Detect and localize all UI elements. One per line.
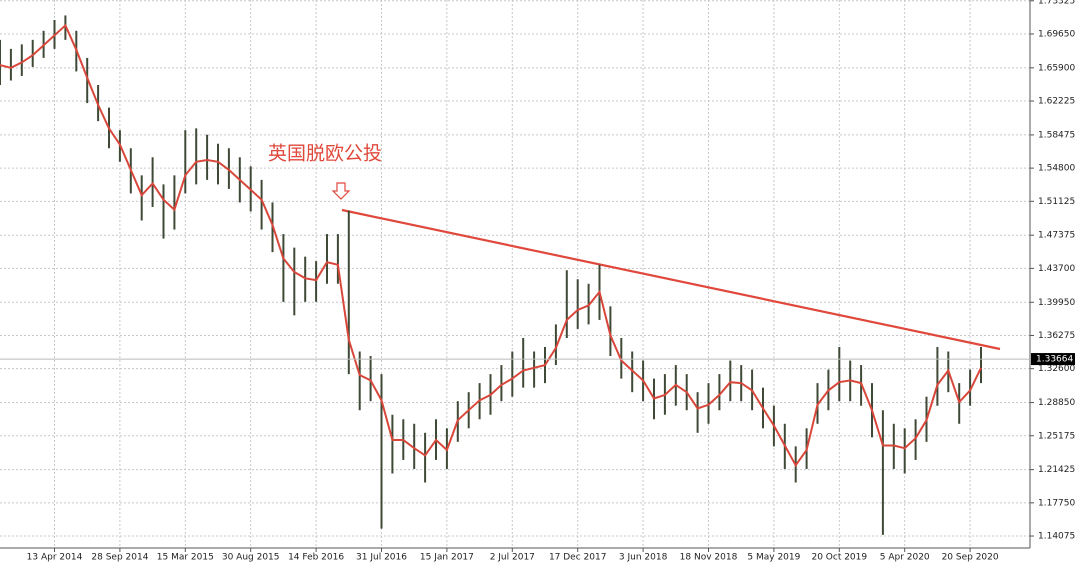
- current-price-label: 1.33664: [1036, 355, 1073, 365]
- x-tick-label: 28 Sep 2014: [91, 553, 148, 563]
- x-tick-label: 18 Nov 2018: [680, 553, 738, 563]
- y-tick-label: 1.21425: [1038, 465, 1075, 475]
- y-tick-label: 1.32600: [1038, 364, 1075, 374]
- y-tick-label: 1.51125: [1038, 197, 1075, 207]
- y-tick-label: 1.17750: [1038, 498, 1075, 508]
- x-tick-label: 17 Dec 2017: [549, 553, 607, 563]
- moving-average-line: [0, 23, 982, 468]
- x-tick-label: 3 Jun 2018: [619, 553, 668, 563]
- x-tick-label: 31 Jul 2016: [356, 553, 407, 563]
- x-tick-label: 30 Aug 2015: [222, 553, 280, 563]
- x-tick-label: 15 Jan 2017: [420, 553, 474, 563]
- y-tick-label: 1.65900: [1038, 63, 1075, 73]
- y-tick-label: 1.73325: [1038, 0, 1075, 6]
- y-tick-label: 1.28850: [1038, 398, 1075, 408]
- y-tick-label: 1.14075: [1038, 532, 1075, 542]
- x-tick-label: 14 Feb 2016: [288, 553, 344, 563]
- x-tick-label: 20 Sep 2020: [942, 553, 999, 563]
- y-tick-label: 1.36275: [1038, 331, 1075, 341]
- x-tick-label: 5 May 2019: [747, 553, 800, 563]
- trend-line: [341, 208, 1001, 351]
- x-tick-label: 5 Apr 2020: [880, 553, 930, 563]
- y-tick-label: 1.43700: [1038, 264, 1075, 274]
- arrow-icon: [331, 182, 351, 200]
- x-tick-label: 2 Jul 2017: [490, 553, 535, 563]
- x-tick-label: 13 Apr 2014: [27, 553, 83, 563]
- y-tick-label: 1.39950: [1038, 298, 1075, 308]
- annotation: 英国脱欧公投: [268, 143, 382, 165]
- y-tick-label: 1.69650: [1038, 29, 1075, 39]
- y-tick-label: 1.47375: [1038, 231, 1075, 241]
- y-tick-label: 1.62225: [1038, 97, 1075, 107]
- x-tick-label: 15 Mar 2015: [157, 553, 214, 563]
- x-tick-label: 20 Oct 2019: [811, 553, 867, 563]
- current-price-box: [1031, 353, 1075, 366]
- y-tick-label: 1.54800: [1038, 164, 1075, 174]
- y-tick-label: 1.25175: [1038, 431, 1075, 441]
- y-tick-label: 1.58475: [1038, 130, 1075, 140]
